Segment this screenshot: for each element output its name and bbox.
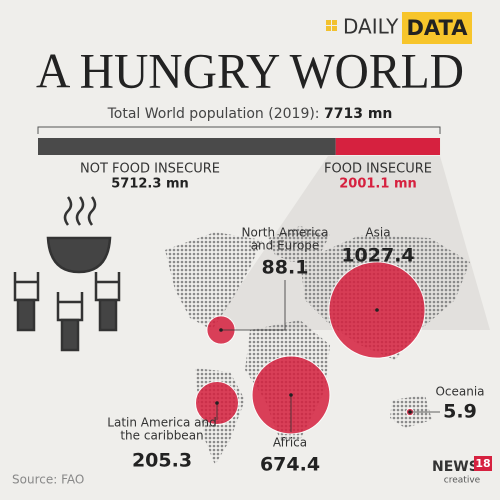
segment-value: 5712.3 mn: [111, 177, 189, 192]
logo-name: NEWS: [432, 459, 479, 475]
region-value: 88.1: [262, 257, 309, 279]
bracket: [37, 126, 441, 134]
source: Source: FAO: [12, 473, 84, 487]
title: A HUNGRY WORLD: [36, 42, 464, 98]
region-value: 674.4: [260, 454, 320, 476]
total-text: Total World population (2019):: [107, 106, 320, 122]
region-name: and Europe: [251, 239, 320, 253]
leader-dot: [215, 401, 219, 405]
leader-dot: [408, 410, 412, 414]
region-name: Latin America and: [107, 416, 216, 430]
leader-dot: [289, 393, 293, 397]
region-name: the caribbean: [120, 429, 203, 443]
region-value: 1027.4: [341, 245, 414, 267]
leader: [221, 280, 286, 331]
logo: NEWS 18 creative: [432, 456, 492, 486]
region-value: 205.3: [132, 450, 192, 472]
bar-segment: [335, 138, 441, 155]
region-name: North America: [242, 226, 329, 240]
segment-name: FOOD INSECURE: [324, 162, 432, 177]
bar-segment: [38, 138, 336, 155]
segment-value: 2001.1 mn: [339, 177, 417, 192]
region-value: 5.9: [443, 401, 477, 423]
total-value: 7713 mn: [324, 106, 392, 122]
brand: DAILY DATA: [326, 12, 472, 44]
segment-name: NOT FOOD INSECURE: [80, 162, 220, 177]
region-name: Asia: [365, 226, 390, 240]
brand-prefix: DAILY: [343, 15, 399, 39]
region-name: Africa: [273, 436, 307, 450]
icons: [13, 196, 121, 352]
leader-dot: [375, 308, 379, 312]
leader-dot: [219, 328, 223, 332]
region-name: Oceania: [435, 385, 484, 399]
brand-suffix: DATA: [406, 16, 468, 40]
subtitle: Total World population (2019): 7713 mn: [107, 106, 393, 122]
logo-tag: creative: [444, 476, 481, 486]
logo-number: 18: [475, 457, 490, 470]
